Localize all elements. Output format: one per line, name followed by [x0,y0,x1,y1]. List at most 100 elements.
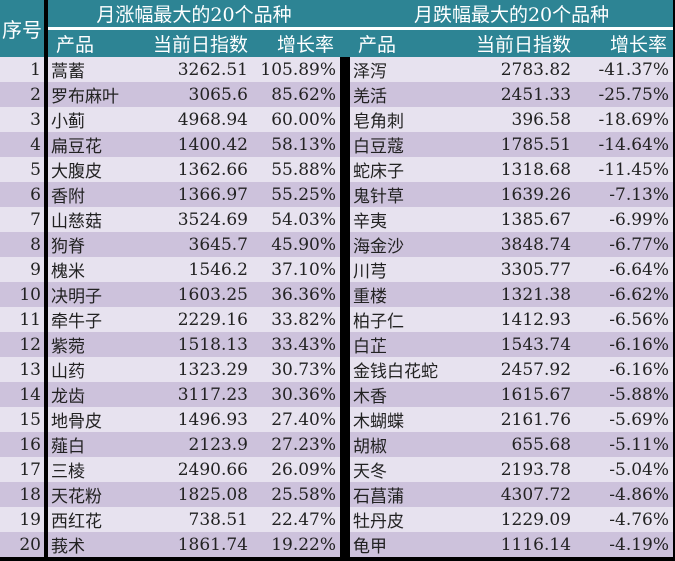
rise-product-name: 三棱 [46,457,130,482]
rise-growth-rate: 58.13% [254,132,341,157]
fall-product-name: 海金沙 [350,232,461,257]
section-gap [340,432,351,457]
row-index: 6 [0,182,48,207]
left-col-product: 产品 [46,28,130,57]
rise-growth-rate: 33.43% [254,332,341,357]
section-gap [340,532,351,557]
fall-product-name: 白芷 [350,332,461,357]
fall-current-index: 2451.33 [460,82,578,107]
rise-current-index: 2229.16 [130,307,254,332]
left-col-growth: 增长率 [254,28,341,57]
rise-current-index: 1603.25 [130,282,254,307]
table-row: 19 西红花 738.51 22.47% 牡丹皮 1229.09 -4.76% [0,507,674,532]
section-gap [340,482,351,507]
section-gap [340,182,351,207]
fall-product-name: 木香 [350,382,461,407]
fall-product-name: 重楼 [350,282,461,307]
rise-growth-rate: 54.03% [254,207,341,232]
rise-product-name: 地骨皮 [46,407,130,432]
fall-current-index: 1385.67 [460,207,578,232]
fall-current-index: 3848.74 [460,232,578,257]
rise-current-index: 1825.08 [130,482,254,507]
row-index: 7 [0,207,48,232]
fall-growth-rate: -6.56% [577,307,674,332]
fall-growth-rate: -18.69% [577,107,674,132]
fall-product-name: 柏子仁 [350,307,461,332]
right-col-growth: 增长率 [577,28,674,57]
fall-product-name: 皂角刺 [350,107,461,132]
section-gap [340,0,351,30]
rise-current-index: 1323.29 [130,357,254,382]
section-gap [340,407,351,432]
fall-current-index: 2161.76 [460,407,578,432]
fall-growth-rate: -25.75% [577,82,674,107]
rise-product-name: 大腹皮 [46,157,130,182]
rise-growth-rate: 19.22% [254,532,341,557]
fall-growth-rate: -6.64% [577,257,674,282]
left-col-index: 当前日指数 [130,28,254,57]
fall-current-index: 2457.92 [460,357,578,382]
section-gap [340,57,351,82]
right-section-title: 月跌幅最大的20个品种 [350,0,674,30]
rise-current-index: 3645.7 [130,232,254,257]
rise-current-index: 1400.42 [130,132,254,157]
rise-product-name: 牵牛子 [46,307,130,332]
rise-product-name: 山药 [46,357,130,382]
fall-product-name: 白豆蔻 [350,132,461,157]
fall-current-index: 1318.68 [460,157,578,182]
fall-current-index: 1615.67 [460,382,578,407]
fall-current-index: 1116.14 [460,532,578,557]
fall-current-index: 1321.38 [460,282,578,307]
table-row: 2 罗布麻叶 3065.6 85.62% 羌活 2451.33 -25.75% [0,82,674,107]
fall-product-name: 羌活 [350,82,461,107]
rise-growth-rate: 45.90% [254,232,341,257]
rise-current-index: 1366.97 [130,182,254,207]
row-index: 9 [0,257,48,282]
rise-growth-rate: 30.73% [254,357,341,382]
table-row: 15 地骨皮 1496.93 27.40% 木蝴蝶 2161.76 -5.69% [0,407,674,432]
rise-growth-rate: 85.62% [254,82,341,107]
fall-current-index: 396.58 [460,107,578,132]
left-section-title: 月涨幅最大的20个品种 [46,0,341,30]
table-row: 14 龙齿 3117.23 30.36% 木香 1615.67 -5.88% [0,382,674,407]
rise-current-index: 1496.93 [130,407,254,432]
rise-current-index: 1518.13 [130,332,254,357]
rise-current-index: 4968.94 [130,107,254,132]
rise-product-name: 龙齿 [46,382,130,407]
fall-current-index: 3305.77 [460,257,578,282]
rise-product-name: 狗脊 [46,232,130,257]
section-gap [340,257,351,282]
rise-product-name: 西红花 [46,507,130,532]
row-index: 14 [0,382,48,407]
rise-product-name: 天花粉 [46,482,130,507]
table-row: 11 牵牛子 2229.16 33.82% 柏子仁 1412.93 -6.56% [0,307,674,332]
section-gap [340,82,351,107]
table-row: 10 决明子 1603.25 36.36% 重楼 1321.38 -6.62% [0,282,674,307]
table-row: 7 山慈菇 3524.69 54.03% 辛夷 1385.67 -6.99% [0,207,674,232]
fall-growth-rate: -5.11% [577,432,674,457]
fall-current-index: 1543.74 [460,332,578,357]
rise-current-index: 738.51 [130,507,254,532]
fall-product-name: 牡丹皮 [350,507,461,532]
table-row: 16 薤白 2123.9 27.23% 胡椒 655.68 -5.11% [0,432,674,457]
fall-product-name: 川芎 [350,257,461,282]
row-index: 8 [0,232,48,257]
row-index: 2 [0,82,48,107]
rise-current-index: 1362.66 [130,157,254,182]
fall-growth-rate: -4.19% [577,532,674,557]
table-row: 9 槐米 1546.2 37.10% 川芎 3305.77 -6.64% [0,257,674,282]
rise-growth-rate: 105.89% [254,57,341,82]
section-gap [340,357,351,382]
rise-product-name: 蒿蓄 [46,57,130,82]
row-index: 15 [0,407,48,432]
fall-current-index: 2193.78 [460,457,578,482]
section-gap [340,207,351,232]
rise-growth-rate: 30.36% [254,382,341,407]
fall-product-name: 辛夷 [350,207,461,232]
fall-product-name: 天冬 [350,457,461,482]
fall-growth-rate: -6.62% [577,282,674,307]
rise-current-index: 1546.2 [130,257,254,282]
fall-current-index: 4307.72 [460,482,578,507]
